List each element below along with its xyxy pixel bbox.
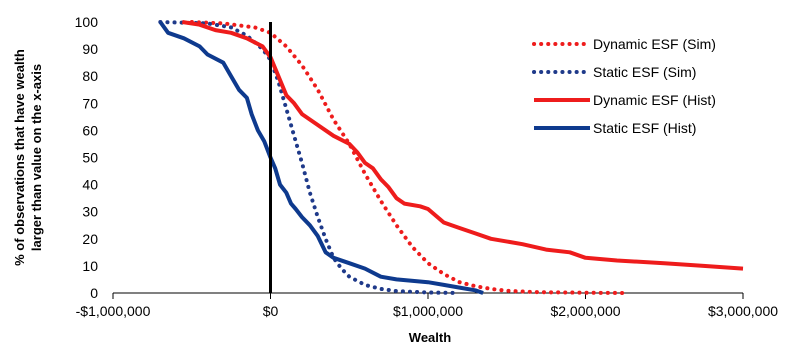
series-layer	[158, 20, 744, 295]
x-axis-title: Wealth	[409, 330, 451, 345]
legend-label: Dynamic ESF (Hist)	[593, 92, 716, 108]
x-tick-label: $3,000,000	[708, 303, 778, 319]
y-tick-label: 60	[82, 122, 98, 138]
legend-label: Dynamic ESF (Sim)	[593, 36, 716, 52]
y-tick-label: 20	[82, 231, 98, 247]
legend: Dynamic ESF (Sim) Static ESF (Sim) Dynamic…	[532, 36, 716, 136]
axes-layer	[112, 292, 744, 299]
y-tick-label: 30	[82, 204, 98, 220]
y-tick-label: 40	[82, 177, 98, 193]
y-axis-title-line: % of observations that have wealth	[12, 49, 27, 266]
x-tick-label: -$1,000,000	[76, 303, 151, 319]
series-line-2	[158, 20, 462, 295]
legend-label: Static ESF (Hist)	[593, 120, 696, 136]
y-tick-label: 100	[75, 14, 99, 30]
y-tick-label: 90	[82, 41, 98, 57]
legend-label: Static ESF (Sim)	[593, 64, 696, 80]
y-tick-label: 10	[82, 258, 98, 274]
y-tick-label: 70	[82, 95, 98, 111]
y-tick-label: 80	[82, 68, 98, 84]
series-line-1	[189, 20, 627, 295]
x-tick-label: $1,000,000	[393, 303, 463, 319]
x-tick-label: $0	[263, 303, 279, 319]
y-tick-label: 0	[90, 285, 98, 301]
series-line-4	[158, 20, 484, 295]
y-axis-title: % of observations that have wealth larger…	[12, 49, 44, 266]
y-tick-label: 50	[82, 150, 98, 166]
y-axis-title-line: larger than value on the x-axis	[29, 64, 44, 251]
x-tick-label: $2,000,000	[550, 303, 620, 319]
axis-text-layer: -$1,000,000 $0 $1,000,000 $2,000,000 $3,000,…	[12, 14, 778, 345]
